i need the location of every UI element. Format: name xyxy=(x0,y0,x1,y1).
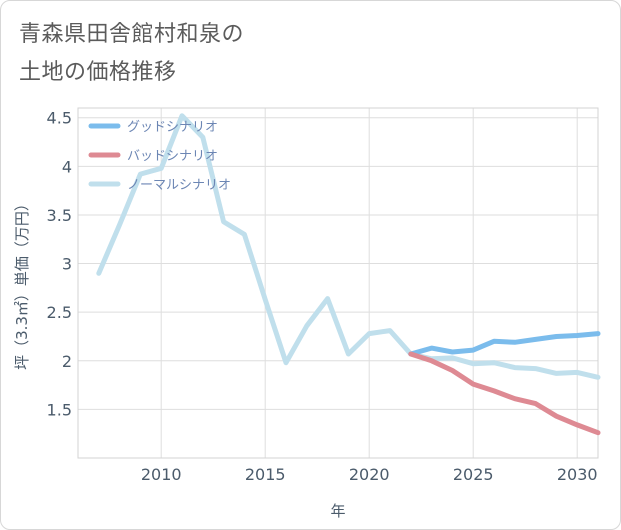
y-tick-label: 3.5 xyxy=(47,206,72,225)
grid-lines xyxy=(78,108,598,458)
legend-label: ノーマルシナリオ xyxy=(127,178,231,193)
legend-label: グッドシナリオ xyxy=(127,120,218,135)
y-tick-label: 4 xyxy=(62,157,72,176)
y-tick-label: 2.5 xyxy=(47,303,72,322)
chart-title-line-2: 土地の価格推移 xyxy=(19,60,177,85)
y-tick-label: 1.5 xyxy=(47,400,72,419)
y-tick-label: 2 xyxy=(62,352,72,371)
x-tick-label: 2020 xyxy=(349,465,390,484)
y-tick-label: 4.5 xyxy=(47,109,72,128)
series-lines xyxy=(96,113,601,436)
y-tick-label: 3 xyxy=(62,255,72,274)
chart-title-line-1: 青森県田舎館村和泉の xyxy=(19,22,245,47)
y-axis-label: 坪（3.3㎡）単価（万円） xyxy=(13,196,31,370)
series-line-3 xyxy=(96,113,601,380)
legend-label: バッドシナリオ xyxy=(127,149,218,164)
x-tick-label: 2025 xyxy=(453,465,494,484)
y-tick-labels: 1.5 2 2.5 3 3.5 4 4.5 xyxy=(47,109,72,420)
x-tick-labels: 2010 2015 2020 2025 2030 xyxy=(141,465,598,484)
series-line-1 xyxy=(408,331,601,357)
plot-frame xyxy=(77,107,599,459)
series-line-2 xyxy=(408,351,601,436)
x-axis-label: 年 xyxy=(330,502,345,520)
x-tick-label: 2030 xyxy=(557,465,598,484)
x-tick-label: 2010 xyxy=(141,465,182,484)
x-tick-label: 2015 xyxy=(245,465,286,484)
